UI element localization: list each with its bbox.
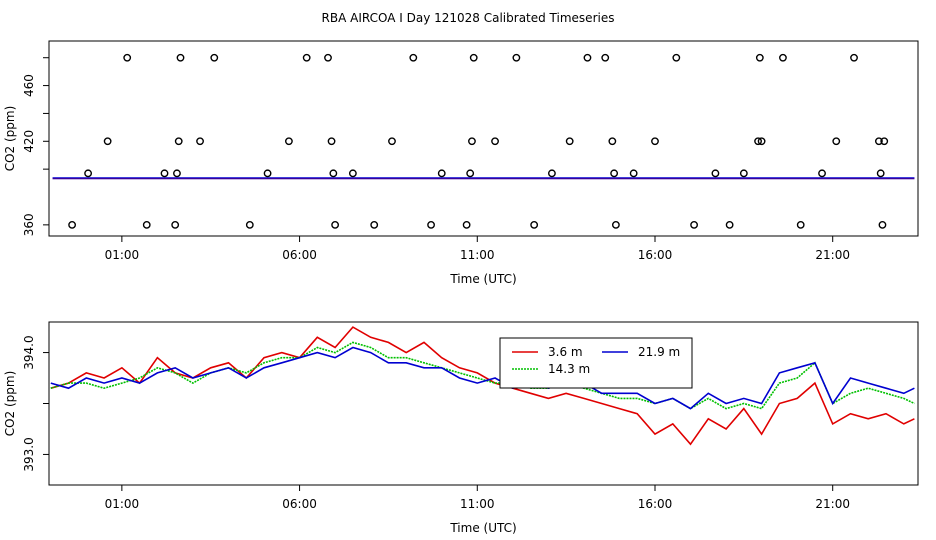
legend: 3.6 m 14.3 m 21.9 m xyxy=(499,337,693,389)
legend-label: 3.6 m xyxy=(548,345,583,359)
calibration-point xyxy=(583,53,592,62)
calibration-point xyxy=(468,137,476,146)
calibration-point xyxy=(176,53,185,62)
calibration-point xyxy=(711,169,720,178)
bottom-x-tick-label: 06:00 xyxy=(282,497,317,511)
bottom-x-tick-label: 21:00 xyxy=(815,497,850,511)
bottom-y-axis-label: CO2 (ppm) xyxy=(3,371,17,437)
top-y-tick-label: 360 xyxy=(22,213,36,236)
calibration-point xyxy=(123,53,132,62)
calibration-point xyxy=(512,53,521,62)
top-x-tick-label: 01:00 xyxy=(105,248,140,262)
calibration-point xyxy=(548,169,556,178)
calibration-point xyxy=(245,220,254,229)
calibration-point xyxy=(462,220,471,229)
legend-box xyxy=(499,337,693,389)
calibration-point xyxy=(611,220,620,229)
calibration-point xyxy=(196,137,204,146)
top-plot-frame xyxy=(48,40,919,237)
calibration-point xyxy=(818,169,826,178)
calibration-point xyxy=(324,53,332,62)
bottom-x-tick-label: 01:00 xyxy=(105,497,140,511)
bottom-x-tick-label: 11:00 xyxy=(460,497,495,511)
calibration-point xyxy=(608,137,617,146)
chart-title: RBA AIRCOA I Day 121028 Calibrated Times… xyxy=(322,11,615,25)
top-panel: 01:00 06:00 11:00 16:00 21:00 360 420 460 Time… xyxy=(3,40,919,286)
calibration-point xyxy=(171,220,180,229)
bottom-plot-frame xyxy=(48,321,919,486)
calibration-point xyxy=(779,53,787,62)
calibration-point xyxy=(84,169,92,178)
calibration-point xyxy=(796,220,805,229)
calibration-point xyxy=(160,169,169,178)
calibration-point xyxy=(878,220,887,229)
calibration-point xyxy=(725,220,734,229)
series-line-21-9-m xyxy=(50,346,915,410)
top-y-axis: 360 420 460 xyxy=(22,57,49,236)
bottom-y-tick-label: 394.0 xyxy=(22,335,36,369)
top-x-tick-label: 11:00 xyxy=(460,248,495,262)
calibration-point xyxy=(331,220,340,229)
calibration-point xyxy=(530,220,539,229)
series-line-14-3-m xyxy=(50,341,915,410)
legend-label: 14.3 m xyxy=(548,362,590,376)
calibration-point xyxy=(651,137,659,146)
top-x-tick-label: 06:00 xyxy=(282,248,317,262)
calibration-point xyxy=(739,169,748,178)
calibration-point xyxy=(690,220,698,229)
calibration-point xyxy=(610,169,619,178)
calibration-point xyxy=(409,53,418,62)
calibration-point xyxy=(755,53,764,62)
calibration-point xyxy=(629,169,638,178)
calibration-point xyxy=(370,220,379,229)
top-x-tick-label: 16:00 xyxy=(638,248,673,262)
calibration-point xyxy=(832,137,841,146)
top-y-tick-label: 420 xyxy=(22,130,36,153)
calibration-point xyxy=(388,137,396,146)
calibration-point xyxy=(754,137,762,146)
top-x-axis: 01:00 06:00 11:00 16:00 21:00 xyxy=(105,236,850,262)
bottom-x-axis-label: Time (UTC) xyxy=(449,521,516,535)
legend-label: 21.9 m xyxy=(638,345,680,359)
bottom-y-tick-label: 393.0 xyxy=(22,437,36,471)
calibration-point xyxy=(285,137,293,146)
calibration-point xyxy=(491,137,499,146)
top-y-axis-label: CO2 (ppm) xyxy=(3,106,17,172)
calibration-point xyxy=(327,137,336,146)
calibration-point xyxy=(263,169,272,178)
calibration-point xyxy=(174,137,183,146)
calibration-point xyxy=(210,53,219,62)
top-y-tick-label: 460 xyxy=(22,74,36,97)
calibration-point xyxy=(68,220,77,229)
top-baseline-series xyxy=(52,177,915,180)
calibration-point xyxy=(466,169,475,178)
bottom-line-series xyxy=(50,326,915,446)
bottom-x-axis: 01:00 06:00 11:00 16:00 21:00 xyxy=(105,485,850,511)
calibration-point xyxy=(601,53,610,62)
top-x-tick-label: 21:00 xyxy=(815,248,850,262)
calibration-point xyxy=(103,137,112,146)
calibration-point xyxy=(757,137,766,146)
calibration-point xyxy=(875,137,883,146)
bottom-x-tick-label: 16:00 xyxy=(638,497,673,511)
series-line-3-6-m xyxy=(50,326,915,446)
calibration-point xyxy=(427,220,435,229)
calibration-point xyxy=(348,169,357,178)
top-circle-series xyxy=(68,53,889,229)
bottom-y-axis: 393.0 394.0 xyxy=(22,335,49,472)
bottom-panel: 01:00 06:00 11:00 16:00 21:00 393.0 394.0 Tim… xyxy=(3,321,919,535)
calibration-point xyxy=(876,169,885,178)
top-x-axis-label: Time (UTC) xyxy=(449,272,516,286)
calibration-point xyxy=(850,53,858,62)
calibration-point xyxy=(672,53,681,62)
calibration-point xyxy=(329,169,338,178)
calibration-point xyxy=(302,53,311,62)
calibration-point xyxy=(880,137,889,146)
calibration-point xyxy=(469,53,478,62)
calibration-point xyxy=(142,220,151,229)
calibration-point xyxy=(437,169,446,178)
calibration-point xyxy=(565,137,574,146)
calibration-point xyxy=(173,169,181,178)
